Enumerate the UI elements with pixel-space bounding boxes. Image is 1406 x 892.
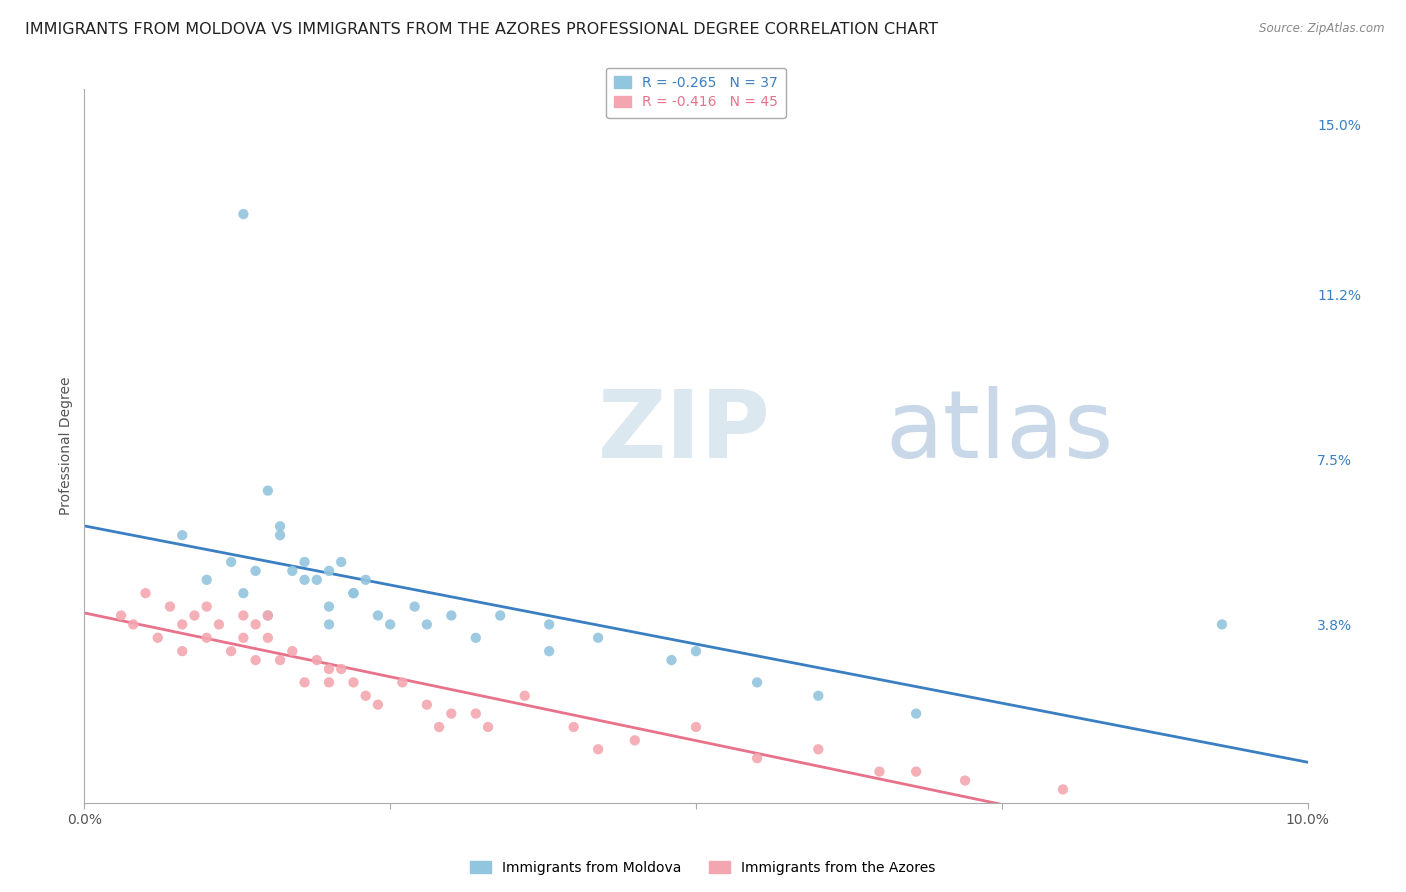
Text: ZIP: ZIP [598, 385, 770, 478]
Point [257, 608, 280, 623]
Point [905, 706, 928, 721]
Point [172, 644, 194, 658]
Point [538, 644, 561, 658]
Point [318, 599, 340, 614]
Point [245, 564, 267, 578]
Point [562, 720, 585, 734]
Point [685, 644, 707, 658]
Point [624, 733, 647, 747]
Point [159, 599, 181, 614]
Point [404, 599, 426, 614]
Point [245, 653, 267, 667]
Legend: R = -0.265   N = 37, R = -0.416   N = 45: R = -0.265 N = 37, R = -0.416 N = 45 [606, 68, 786, 118]
Point [305, 573, 328, 587]
Point [219, 644, 242, 658]
Point [905, 764, 928, 779]
Point [807, 742, 830, 756]
Point [586, 631, 609, 645]
Point [367, 608, 389, 623]
Point [208, 617, 231, 632]
Point [807, 689, 830, 703]
Point [318, 662, 340, 676]
Text: IMMIGRANTS FROM MOLDOVA VS IMMIGRANTS FROM THE AZORES PROFESSIONAL DEGREE CORREL: IMMIGRANTS FROM MOLDOVA VS IMMIGRANTS FR… [25, 22, 938, 37]
Text: atlas: atlas [886, 385, 1114, 478]
Point [538, 617, 561, 632]
Y-axis label: Professional Degree: Professional Degree [59, 376, 73, 516]
Legend: Immigrants from Moldova, Immigrants from the Azores: Immigrants from Moldova, Immigrants from… [465, 855, 941, 880]
Point [269, 519, 291, 533]
Point [440, 706, 463, 721]
Point [257, 631, 280, 645]
Point [318, 564, 340, 578]
Point [513, 689, 536, 703]
Point [245, 617, 267, 632]
Point [269, 653, 291, 667]
Point [354, 573, 377, 587]
Point [183, 608, 205, 623]
Point [294, 675, 316, 690]
Point [391, 675, 413, 690]
Point [464, 706, 486, 721]
Point [342, 675, 364, 690]
Point [489, 608, 512, 623]
Point [257, 608, 280, 623]
Point [416, 698, 439, 712]
Point [354, 689, 377, 703]
Point [219, 555, 242, 569]
Point [1052, 782, 1074, 797]
Point [367, 698, 389, 712]
Text: Source: ZipAtlas.com: Source: ZipAtlas.com [1260, 22, 1385, 36]
Point [122, 617, 145, 632]
Point [232, 586, 254, 600]
Point [195, 573, 218, 587]
Point [305, 653, 328, 667]
Point [232, 631, 254, 645]
Point [294, 573, 316, 587]
Point [257, 483, 280, 498]
Point [172, 617, 194, 632]
Point [747, 751, 769, 765]
Point [342, 586, 364, 600]
Point [586, 742, 609, 756]
Point [440, 608, 463, 623]
Point [1211, 617, 1233, 632]
Point [330, 662, 353, 676]
Point [195, 599, 218, 614]
Point [146, 631, 169, 645]
Point [269, 528, 291, 542]
Point [953, 773, 976, 788]
Point [661, 653, 683, 667]
Point [318, 675, 340, 690]
Point [380, 617, 402, 632]
Point [685, 720, 707, 734]
Point [281, 564, 304, 578]
Point [477, 720, 499, 734]
Point [232, 608, 254, 623]
Point [294, 555, 316, 569]
Point [318, 617, 340, 632]
Point [427, 720, 450, 734]
Point [135, 586, 157, 600]
Point [464, 631, 486, 645]
Point [172, 528, 194, 542]
Point [195, 631, 218, 645]
Point [330, 555, 353, 569]
Point [110, 608, 132, 623]
Point [232, 207, 254, 221]
Point [869, 764, 891, 779]
Point [747, 675, 769, 690]
Point [342, 586, 364, 600]
Point [416, 617, 439, 632]
Point [281, 644, 304, 658]
